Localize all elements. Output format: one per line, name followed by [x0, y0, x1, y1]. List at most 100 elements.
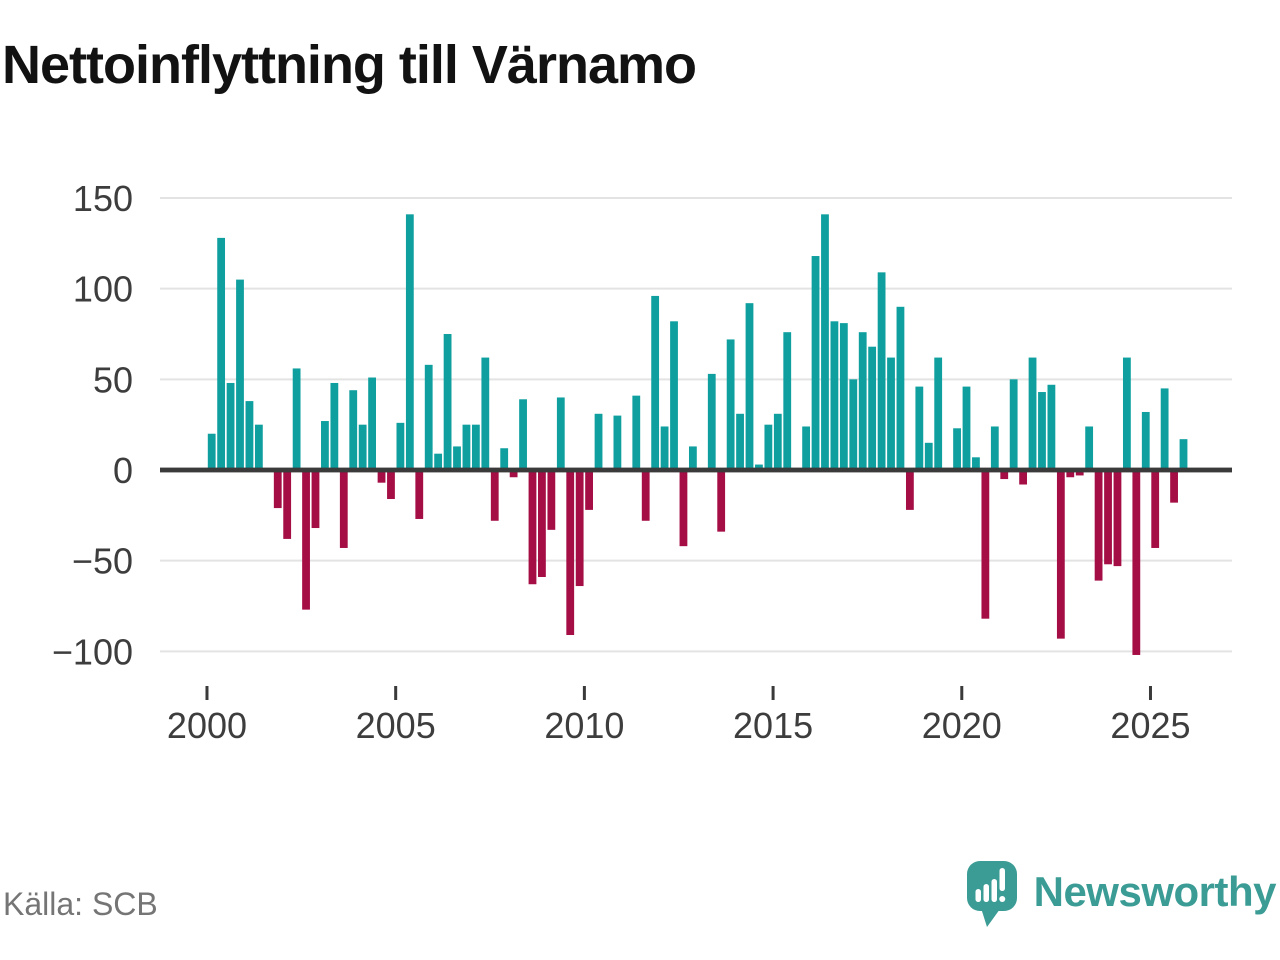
bar-positive — [802, 426, 811, 470]
bar-negative — [905, 470, 914, 510]
bar-positive — [887, 357, 895, 470]
bar-negative — [1113, 470, 1122, 567]
bar-positive — [254, 424, 263, 470]
bar-positive — [858, 332, 867, 470]
bar-positive — [1179, 439, 1188, 470]
chart-title: Nettoinflyttning till Värnamo — [2, 35, 697, 95]
bar-positive — [821, 214, 829, 470]
bar-positive — [368, 377, 376, 470]
bar-positive — [1028, 357, 1037, 470]
bar-positive — [670, 321, 678, 470]
bar-positive — [471, 424, 480, 470]
brand-wordmark: Newsworthy — [1033, 868, 1277, 915]
bar-positive — [613, 415, 622, 470]
bar-negative — [1056, 470, 1065, 639]
bar-positive — [972, 457, 980, 470]
bar-positive — [443, 334, 452, 470]
x-axis-tick-label: 2020 — [922, 705, 1002, 746]
bar-positive — [207, 433, 216, 470]
bar-positive — [217, 237, 226, 470]
x-axis-tick-label: 2005 — [356, 705, 436, 746]
bar-positive — [1122, 357, 1131, 470]
bar-positive — [896, 306, 905, 470]
bar-negative — [1170, 470, 1178, 503]
bar-positive — [877, 272, 886, 470]
brand-logo: Newsworthy — [966, 860, 1277, 930]
bar-negative — [547, 470, 556, 530]
bar-positive — [953, 428, 961, 470]
bar-chart: 150 100 50 0 −50 −100 2000 2005 2010 2015 2020 2025 — [52, 178, 1232, 746]
bar-positive — [1047, 384, 1056, 470]
bar-negative — [1151, 470, 1160, 548]
y-axis-tick-label: 50 — [93, 359, 133, 400]
bar-positive — [783, 332, 792, 470]
bar-positive — [1085, 426, 1094, 470]
bar-positive — [453, 446, 461, 470]
bar-positive — [688, 446, 697, 470]
bar-negative — [1104, 470, 1112, 565]
bar-positive — [934, 357, 943, 470]
zero-axis-line — [160, 467, 1232, 473]
bar-positive — [434, 453, 443, 470]
bar-positive — [481, 357, 490, 470]
bar-negative — [1094, 470, 1103, 581]
bar-negative — [490, 470, 499, 521]
bar-negative — [679, 470, 688, 547]
bar-positive — [830, 321, 839, 470]
bar-positive — [755, 464, 763, 470]
bar-negative — [339, 470, 348, 548]
bar-negative — [302, 470, 310, 610]
bar-negative — [575, 470, 584, 587]
bar-negative — [1066, 470, 1075, 478]
bar-positive — [226, 382, 235, 470]
y-axis-tick-label: −100 — [52, 631, 133, 672]
bar-negative — [387, 470, 395, 500]
bar-negative — [566, 470, 575, 636]
newsworthy-icon — [966, 861, 1017, 927]
bar-positive — [358, 424, 367, 470]
bar-negative — [283, 470, 292, 539]
bar-negative — [311, 470, 320, 529]
bar-positive — [745, 303, 754, 470]
bar-positive — [632, 395, 641, 470]
bar-positive — [849, 379, 858, 470]
bar-negative — [1075, 470, 1084, 476]
bar-positive — [726, 339, 735, 470]
bar-positive — [707, 373, 716, 470]
bar-positive — [330, 382, 339, 470]
bar-positive — [1038, 392, 1046, 470]
bar-positive — [594, 413, 603, 470]
bar-positive — [868, 346, 877, 470]
bar-negative — [415, 470, 424, 519]
bar-positive — [349, 390, 358, 470]
x-axis-tick-label: 2025 — [1110, 705, 1190, 746]
bar-negative — [509, 470, 518, 478]
bar-positive — [405, 214, 414, 470]
bar-positive — [651, 295, 660, 470]
bar-negative — [1019, 470, 1028, 485]
bar-positive — [1141, 411, 1150, 470]
bar-positive — [1009, 379, 1018, 470]
y-axis-tick-label: 100 — [73, 269, 133, 310]
bar-negative — [528, 470, 537, 585]
bar-positive — [773, 413, 782, 470]
bar-negative — [641, 470, 650, 521]
bar-positive — [462, 424, 471, 470]
y-axis-tick-label: 150 — [73, 178, 133, 219]
source-note: Källa: SCB — [3, 886, 158, 922]
bar-negative — [981, 470, 990, 619]
bar-positive — [321, 421, 329, 470]
bar-positive — [424, 364, 433, 470]
bar-positive — [990, 426, 999, 470]
bar-positive — [736, 413, 744, 470]
bar-positive — [962, 386, 971, 470]
bar-negative — [585, 470, 593, 510]
bar-negative — [377, 470, 386, 483]
x-axis-tick-label: 2000 — [167, 705, 247, 746]
bar-positive — [519, 399, 527, 470]
bar-positive — [1160, 388, 1169, 470]
bar-negative — [717, 470, 726, 532]
bar-positive — [292, 368, 301, 470]
y-axis-tick-label: −50 — [72, 541, 133, 582]
